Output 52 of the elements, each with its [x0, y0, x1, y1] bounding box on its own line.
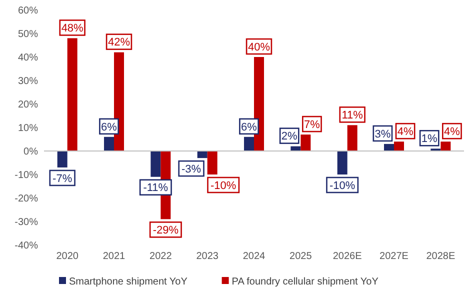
x-tick-label: 2021: [102, 251, 126, 262]
bar: [394, 142, 404, 151]
data-label: 6%: [101, 121, 118, 134]
bar: [207, 151, 218, 174]
data-label: 3%: [374, 128, 391, 140]
data-label: -10%: [329, 180, 356, 192]
x-tick-label: 2027E: [380, 251, 409, 262]
data-label: 4%: [444, 126, 460, 138]
data-label: 1%: [421, 133, 438, 145]
legend-label: Smartphone shipment YoY: [69, 276, 188, 288]
y-tick-label: 0%: [24, 146, 38, 158]
bar: [337, 151, 348, 174]
y-tick-label: -20%: [14, 194, 38, 204]
data-label: -11%: [143, 182, 168, 194]
legend-label: PA foundry cellular shipment YoY: [232, 276, 379, 288]
bar: [244, 136, 254, 151]
bar: [440, 142, 451, 151]
y-tick-label: -30%: [14, 217, 38, 228]
x-tick-label: 2020: [56, 251, 79, 262]
data-label: 6%: [241, 121, 258, 134]
bar: [57, 151, 68, 168]
y-tick-label: 40%: [18, 52, 38, 64]
data-label: -29%: [152, 224, 179, 236]
y-tick-label: 50%: [18, 29, 38, 40]
bar: [67, 38, 78, 151]
data-label: -10%: [210, 180, 236, 192]
bar: [104, 136, 114, 151]
y-tick-label: 30%: [18, 76, 38, 87]
x-tick-label: 2024: [242, 251, 266, 262]
data-label: 2%: [281, 130, 298, 143]
y-tick-label: 20%: [18, 100, 38, 110]
x-tick-label: 2025: [290, 251, 312, 262]
bar: [197, 151, 208, 158]
data-label: -3%: [182, 163, 202, 176]
data-label: -7%: [52, 172, 72, 185]
bar: [150, 151, 161, 177]
data-label: 4%: [397, 126, 414, 138]
data-label: 42%: [108, 36, 130, 49]
x-tick-label: 2023: [196, 251, 219, 262]
bar: [384, 144, 394, 151]
y-tick-label: -10%: [14, 170, 38, 181]
y-tick-label: 60%: [18, 6, 38, 16]
x-tick-label: 2026E: [332, 251, 362, 262]
data-label: 11%: [342, 110, 364, 122]
y-tick-label: -40%: [14, 240, 38, 252]
data-label: 40%: [248, 41, 270, 54]
data-label: 48%: [61, 22, 84, 35]
bar: [347, 125, 358, 151]
x-tick-label: 2022: [150, 251, 172, 262]
data-label: 7%: [304, 118, 320, 131]
x-tick-label: 2028E: [426, 251, 456, 262]
y-tick-label: 10%: [18, 123, 38, 134]
